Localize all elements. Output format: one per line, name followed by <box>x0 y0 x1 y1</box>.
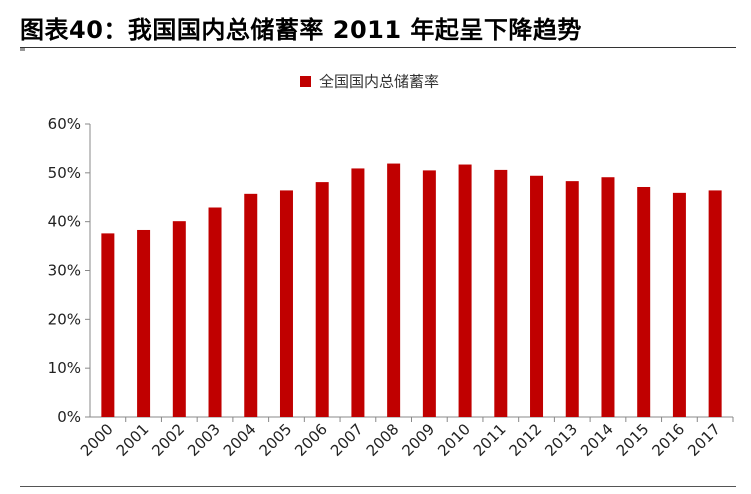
x-tick-label: 2005 <box>256 420 296 460</box>
bars <box>101 163 722 417</box>
bar-2001 <box>137 229 151 417</box>
y-tick-label: 60% <box>48 115 81 133</box>
legend-swatch <box>300 76 311 87</box>
y-tick-label: 50% <box>48 164 81 182</box>
y-tick-label: 30% <box>48 262 81 280</box>
x-tick-label: 2017 <box>684 420 724 460</box>
x-tick-label: 2008 <box>363 420 403 460</box>
axes <box>85 123 734 422</box>
bar-2002 <box>172 221 186 417</box>
x-tick-label: 2013 <box>541 420 581 460</box>
title-divider-accent <box>20 48 25 51</box>
x-tick-label: 2012 <box>506 420 546 460</box>
x-tick-label: 2015 <box>613 420 653 460</box>
x-tick-label: 2003 <box>184 420 224 460</box>
bar-2010 <box>458 164 472 417</box>
x-tick-label: 2010 <box>434 420 474 460</box>
x-tick-label: 2009 <box>398 420 438 460</box>
bar-2003 <box>208 207 222 417</box>
x-tick-label: 2016 <box>649 420 689 460</box>
x-tick-label: 2000 <box>77 420 117 460</box>
bar-2011 <box>494 169 508 417</box>
x-tick-label: 2001 <box>113 420 153 460</box>
bar-2005 <box>279 190 293 417</box>
bar-2016 <box>672 192 686 417</box>
bar-2004 <box>244 193 258 417</box>
bar-2013 <box>565 181 579 417</box>
bar-2017 <box>708 190 722 417</box>
y-tick-labels: 0% 10% 20% 30% 40% 50% 60% <box>48 115 81 426</box>
bottom-divider <box>20 486 736 487</box>
y-tick-label: 40% <box>48 213 81 231</box>
x-tick-label: 2006 <box>291 420 331 460</box>
legend: 全国国内总储蓄率 <box>300 73 439 91</box>
bar-2006 <box>315 182 329 417</box>
bar-2008 <box>387 163 401 417</box>
bar-2007 <box>351 168 365 417</box>
legend-label: 全国国内总储蓄率 <box>319 73 439 91</box>
x-tick-label: 2004 <box>220 420 260 460</box>
bar-2009 <box>422 170 436 417</box>
bar-2000 <box>101 233 115 417</box>
x-tick-label: 2011 <box>470 420 510 460</box>
figure-title: 图表40：我国国内总储蓄率 2011 年起呈下降趋势 <box>20 16 582 44</box>
x-tick-label: 2014 <box>577 420 617 460</box>
title-divider <box>20 47 736 48</box>
y-tick-label: 0% <box>57 408 81 426</box>
bar-2015 <box>637 186 651 417</box>
bar-2012 <box>530 175 544 417</box>
x-tick-label: 2002 <box>148 420 188 460</box>
bar-2014 <box>601 177 615 417</box>
y-tick-label: 20% <box>48 310 81 328</box>
x-tick-labels: 2000200120022003200420052006200720082009… <box>77 420 724 460</box>
x-tick-label: 2007 <box>327 420 367 460</box>
y-tick-label: 10% <box>48 359 81 377</box>
